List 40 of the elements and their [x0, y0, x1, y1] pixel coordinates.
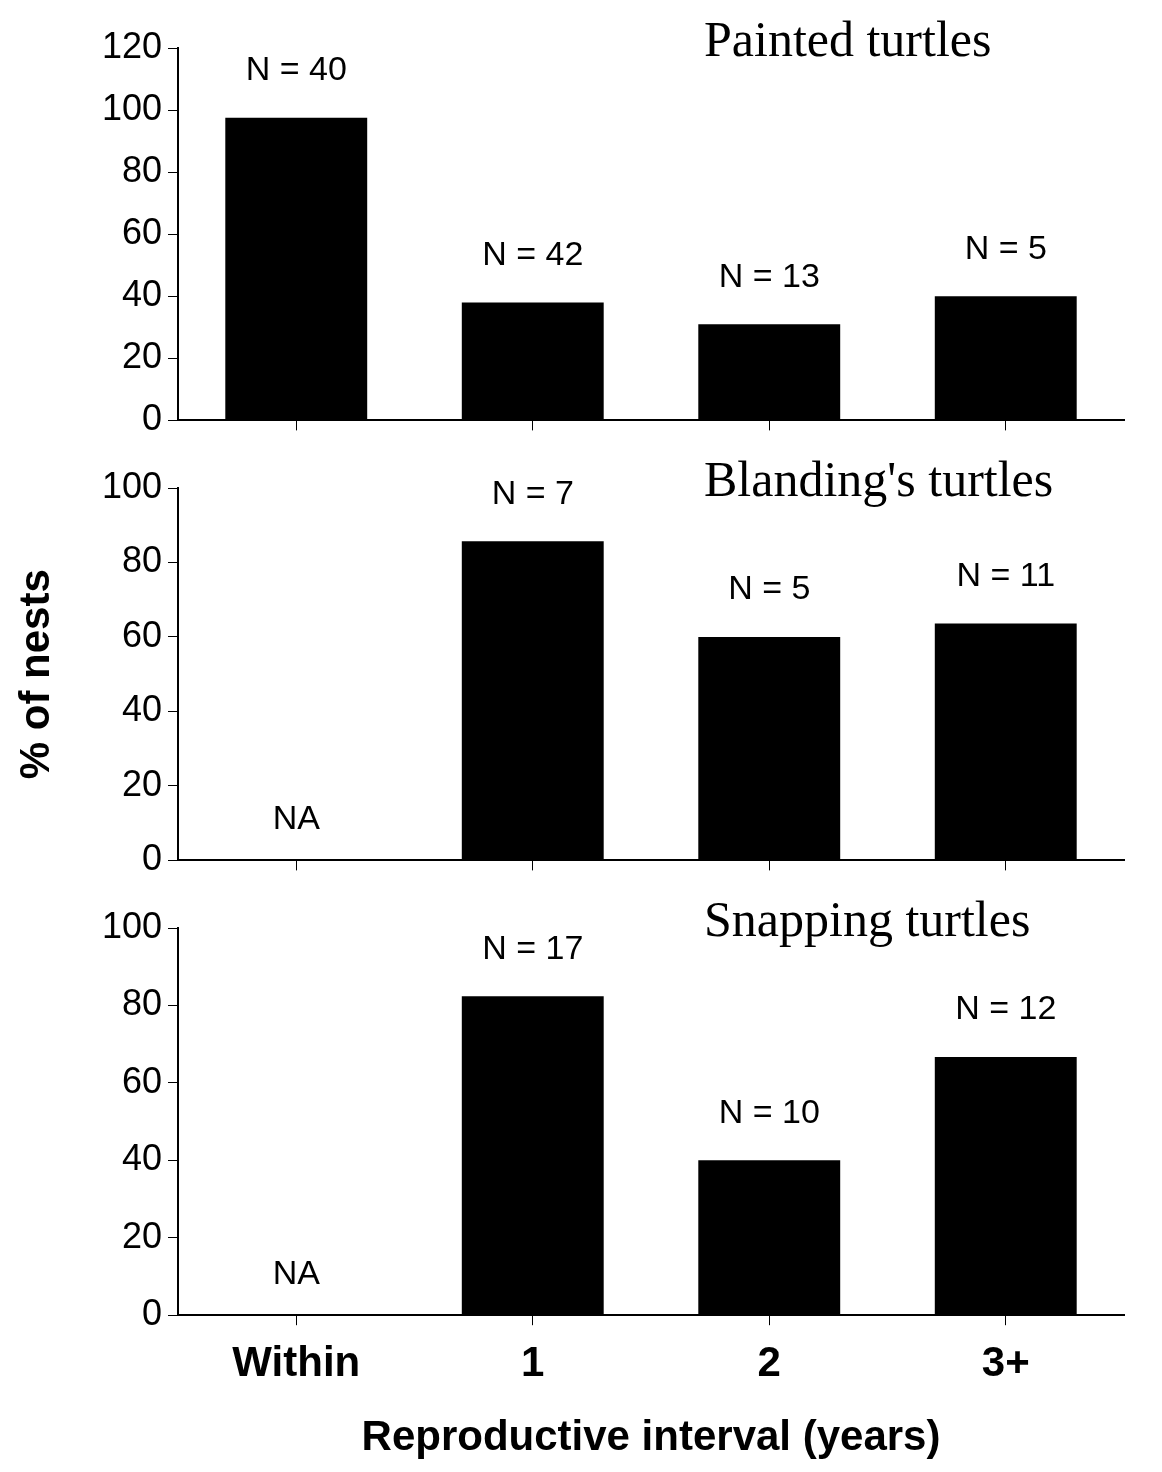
y-axis-title: % of nests	[10, 569, 58, 780]
y-tick-label: 0	[141, 397, 162, 439]
x-tick-label: Within	[232, 1337, 361, 1385]
y-tick-label: 0	[141, 1292, 162, 1334]
chart-title: Blanding's turtles	[704, 451, 1054, 508]
annotation: N = 42	[482, 233, 584, 272]
y-tick-label: 20	[121, 762, 162, 804]
annotation: N = 5	[964, 227, 1047, 266]
y-tick-label: 40	[121, 688, 162, 730]
y-tick-label: 80	[121, 982, 162, 1024]
annotation: N = 7	[491, 472, 574, 511]
y-tick-label: 20	[121, 1214, 162, 1256]
y-tick-label: 100	[101, 904, 162, 946]
y-tick-label: 20	[121, 335, 162, 377]
y-tick-label: 40	[121, 273, 162, 315]
x-axis-title: Reproductive interval (years)	[361, 1412, 941, 1460]
annotation: N = 11	[956, 554, 1056, 593]
y-tick-label: 80	[121, 539, 162, 581]
annotation: NA	[272, 797, 321, 836]
annotation: N = 12	[955, 988, 1057, 1027]
chart-title: Painted turtles	[704, 11, 992, 68]
annotation: NA	[272, 1252, 321, 1291]
chart-title: Snapping turtles	[704, 891, 1031, 948]
y-tick-label: 80	[121, 149, 162, 191]
annotation: N = 13	[718, 255, 820, 294]
y-tick-label: 120	[101, 24, 162, 66]
y-tick-label: 40	[121, 1137, 162, 1179]
annotation: N = 40	[245, 49, 347, 88]
y-tick-label: 100	[101, 86, 162, 128]
annotation: N = 10	[718, 1091, 820, 1130]
y-tick-label: 0	[141, 837, 162, 879]
x-tick-label: 2	[757, 1337, 781, 1385]
y-tick-label: 60	[121, 1059, 162, 1101]
annotation: N = 17	[482, 927, 584, 966]
x-tick-label: 3+	[981, 1337, 1030, 1385]
annotation: N = 5	[728, 568, 811, 607]
x-tick-label: 1	[521, 1337, 545, 1385]
y-tick-label: 60	[121, 613, 162, 655]
y-tick-label: 100	[101, 464, 162, 506]
y-tick-label: 60	[121, 211, 162, 253]
